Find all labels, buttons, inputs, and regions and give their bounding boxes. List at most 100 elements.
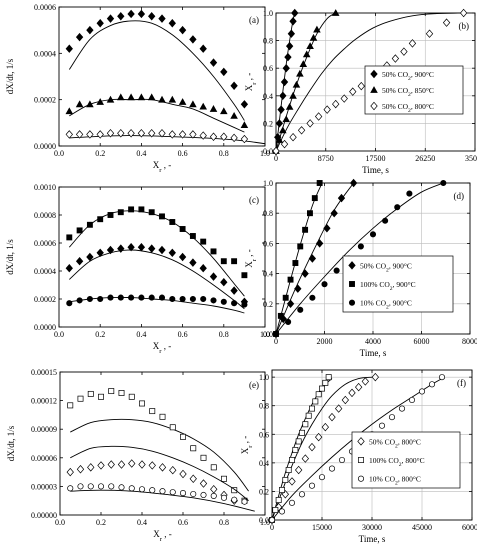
data-point: [391, 54, 400, 63]
legend: 50% CO2, 800°C 100% CO2, 800°C 10% CO2, 80…: [351, 431, 461, 489]
legend-marker: [357, 475, 365, 482]
data-point: [418, 388, 426, 395]
data-point: [117, 209, 124, 216]
panel-label: (a): [249, 15, 259, 25]
y-tick-label: 0.0000: [34, 142, 56, 151]
x-axis-label: Time, s: [362, 165, 389, 175]
legend-marker: [349, 281, 355, 287]
x-tick-label: 1.0: [260, 518, 270, 527]
series-2: [269, 374, 333, 523]
data-point: [349, 87, 357, 96]
y-tick-label: 0.0006: [34, 239, 56, 248]
data-point: [220, 258, 227, 265]
data-point: [77, 395, 84, 402]
data-point: [128, 206, 135, 213]
data-point: [96, 248, 104, 258]
data-point: [106, 129, 115, 138]
y-axis-label: Xr , -: [244, 73, 258, 92]
data-point: [328, 465, 336, 472]
data-point: [76, 465, 85, 474]
legend-marker: [348, 299, 356, 306]
y-tick-label: 0.8: [263, 209, 273, 218]
legend-marker: [370, 69, 378, 79]
data-point: [158, 245, 166, 255]
data-point: [77, 483, 84, 490]
data-point: [148, 244, 156, 253]
data-point: [149, 487, 156, 494]
legend-marker: [370, 101, 378, 111]
data-point: [86, 221, 93, 228]
data-point: [349, 178, 358, 188]
data-point: [308, 482, 316, 489]
data-point: [295, 465, 303, 475]
panel-label: (d): [454, 191, 465, 201]
data-point: [168, 18, 176, 28]
data-point: [315, 239, 324, 248]
data-point: [65, 107, 74, 115]
data-point: [168, 95, 177, 103]
fit-line: [68, 210, 245, 297]
fit-line: [69, 249, 245, 310]
data-point: [459, 8, 468, 18]
data-point: [428, 381, 436, 388]
x-tick-label: 15000: [312, 523, 332, 532]
data-point: [138, 294, 145, 301]
data-point: [287, 29, 296, 38]
data-point: [294, 284, 302, 293]
data-point: [169, 295, 176, 303]
data-point: [148, 461, 156, 470]
data-point: [287, 276, 294, 283]
data-point: [76, 297, 83, 304]
data-point: [307, 210, 313, 217]
data-point: [106, 245, 115, 255]
data-point: [309, 33, 318, 41]
data-point: [189, 233, 196, 239]
data-point: [76, 227, 83, 234]
x-tick-label: 0: [274, 154, 278, 163]
legend-box: [364, 65, 464, 115]
data-point: [355, 382, 363, 392]
data-point: [75, 100, 84, 108]
data-point: [138, 206, 145, 213]
x-axis-label: Xr , -: [153, 529, 172, 543]
data-point: [127, 93, 135, 101]
data-point: [106, 14, 115, 23]
data-point: [230, 133, 238, 143]
data-point: [297, 126, 306, 135]
fit-line: [69, 98, 245, 133]
data-point: [117, 244, 125, 253]
data-point: [289, 132, 297, 142]
data-point: [190, 445, 197, 452]
data-point: [117, 129, 125, 138]
data-point: [272, 507, 279, 513]
panel-label: (e): [249, 380, 259, 390]
x-tick-label: 0.6: [178, 149, 188, 158]
x-tick-label: 0: [270, 523, 274, 532]
legend-entry: 10% CO2, 800°C: [369, 475, 421, 487]
data-point: [288, 477, 296, 486]
x-tick-label: 8000: [462, 337, 477, 346]
data-point: [325, 374, 332, 381]
y-tick-label: 0.4: [263, 92, 273, 101]
series-2: [273, 180, 323, 337]
data-point: [158, 129, 166, 138]
data-point: [210, 248, 217, 255]
y-tick-label: 0.8: [259, 402, 269, 411]
data-point: [199, 263, 207, 273]
data-point: [148, 129, 156, 138]
data-point: [292, 447, 299, 453]
y-tick-label: 0.00006: [31, 454, 57, 463]
data-point: [158, 463, 167, 472]
data-point: [75, 130, 84, 139]
data-point: [361, 377, 369, 386]
data-point: [425, 29, 434, 38]
y-tick-label: 0.4: [259, 459, 269, 468]
data-point: [65, 130, 73, 139]
data-point: [302, 226, 309, 233]
data-point: [241, 272, 248, 279]
data-point: [398, 405, 406, 412]
legend-marker: [370, 86, 378, 93]
data-point: [285, 467, 292, 473]
data-point: [75, 32, 84, 42]
data-point: [230, 111, 238, 119]
